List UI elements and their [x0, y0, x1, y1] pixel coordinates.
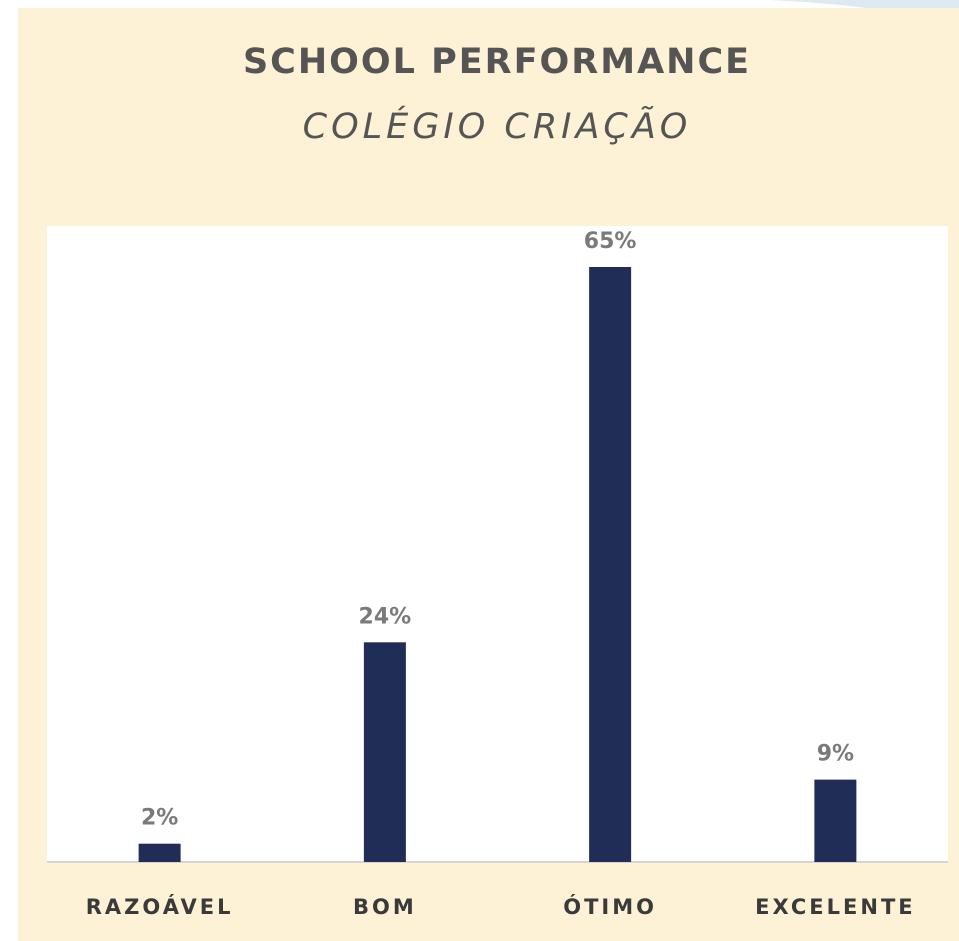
plot-area — [47, 226, 948, 862]
x-tick-label: BOM — [353, 895, 417, 919]
bar — [363, 642, 406, 862]
chart-subtitle: COLÉGIO CRIAÇÃO — [303, 105, 692, 147]
corner-decoration — [770, 0, 959, 25]
bar — [814, 779, 857, 862]
value-label: 9% — [817, 742, 854, 767]
value-label: 24% — [359, 604, 412, 629]
value-label: 65% — [584, 229, 637, 254]
x-tick-label: ÓTIMO — [563, 894, 657, 919]
chart-title: SCHOOL PERFORMANCE — [243, 42, 751, 82]
bar — [589, 267, 632, 862]
bar — [138, 843, 181, 862]
x-tick-label: RAZOÁVEL — [86, 894, 234, 919]
x-tick-label: EXCELENTE — [755, 895, 916, 919]
value-label: 2% — [141, 806, 178, 831]
